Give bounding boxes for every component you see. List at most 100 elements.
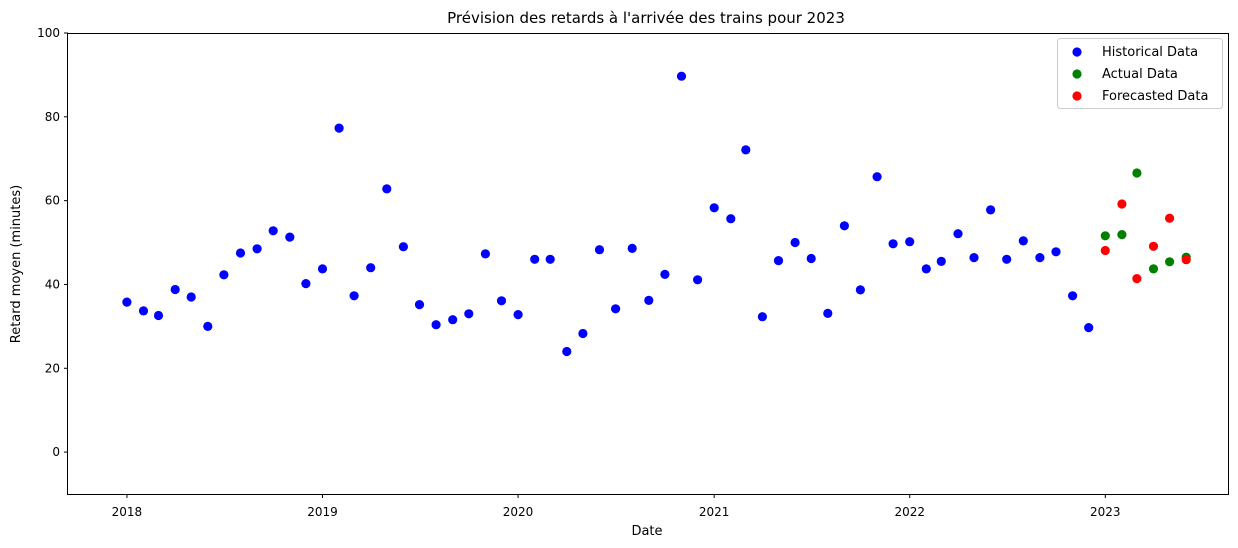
legend-marker <box>1072 69 1082 79</box>
data-point <box>1035 253 1045 263</box>
data-point <box>285 232 295 242</box>
legend-label: Actual Data <box>1102 67 1178 82</box>
x-tick-label: 2021 <box>699 505 730 519</box>
plot-frame <box>67 33 1229 495</box>
legend-marker <box>1072 91 1082 101</box>
legend-label: Historical Data <box>1102 45 1198 60</box>
data-point <box>839 221 850 231</box>
y-tick-label: 0 <box>52 445 60 459</box>
data-point <box>693 275 703 285</box>
data-point <box>545 254 555 264</box>
data-point <box>414 300 425 310</box>
data-point <box>301 279 311 289</box>
data-point <box>235 248 246 258</box>
data-point <box>627 243 637 253</box>
x-tick-label: 2022 <box>894 505 925 519</box>
y-axis-label: Retard moyen (minutes) <box>9 185 24 343</box>
data-point <box>611 304 621 314</box>
data-point <box>186 292 196 302</box>
x-axis-ticks: 2018 2019 2020 2021 2022 2023 <box>112 494 1121 519</box>
data-point <box>170 284 180 295</box>
data-point <box>366 263 376 273</box>
data-point <box>578 328 588 339</box>
data-point <box>773 256 784 266</box>
data-point <box>219 270 229 280</box>
data-point <box>823 308 833 318</box>
data-point <box>562 346 572 357</box>
data-point <box>660 269 670 279</box>
data-point <box>203 321 213 331</box>
data-point <box>153 310 164 321</box>
x-tick-label: 2023 <box>1090 505 1121 519</box>
data-point <box>496 296 507 306</box>
data-point <box>252 244 262 254</box>
legend-marker <box>1072 47 1082 57</box>
data-point <box>757 312 768 322</box>
data-point <box>448 315 458 325</box>
data-point <box>644 295 654 305</box>
series-0 <box>122 71 1094 357</box>
y-tick-label: 100 <box>37 26 60 40</box>
data-point <box>1148 264 1159 274</box>
series-2 <box>1100 199 1191 284</box>
data-point <box>1051 247 1061 257</box>
data-point <box>1018 236 1028 246</box>
data-point <box>382 184 392 194</box>
data-point <box>855 285 866 295</box>
data-point <box>676 71 687 81</box>
data-point <box>1117 230 1127 240</box>
plot-marks <box>122 71 1191 357</box>
y-tick-label: 20 <box>45 361 60 375</box>
data-point <box>1084 323 1094 333</box>
data-point <box>1165 213 1175 223</box>
data-point <box>268 226 278 236</box>
data-point <box>138 306 149 316</box>
data-point <box>986 205 996 215</box>
data-point <box>480 249 490 259</box>
legend: Historical Data Actual Data Forecasted Dat… <box>1057 38 1223 109</box>
data-point <box>969 253 979 263</box>
data-point <box>122 297 132 307</box>
data-point <box>872 172 882 182</box>
data-point <box>921 264 931 274</box>
data-point <box>953 229 963 239</box>
data-point <box>1165 257 1175 267</box>
x-tick-label: 2020 <box>503 505 534 519</box>
data-point <box>806 253 816 264</box>
y-tick-label: 80 <box>45 110 60 124</box>
data-point <box>530 254 540 264</box>
data-point <box>1148 241 1159 251</box>
y-tick-label: 60 <box>45 194 60 208</box>
legend-label: Forecasted Data <box>1102 89 1208 104</box>
data-point <box>1132 168 1142 178</box>
data-point <box>741 145 751 155</box>
data-point <box>1132 274 1142 284</box>
y-axis-ticks: 0 20 40 60 80 100 <box>37 26 68 459</box>
data-point <box>905 237 915 247</box>
data-point <box>888 239 898 249</box>
x-axis-label: Date <box>631 524 662 539</box>
data-point <box>431 320 441 330</box>
data-point <box>513 310 523 320</box>
data-point <box>1117 199 1127 209</box>
data-point <box>936 256 946 266</box>
chart-title: Prévision des retards à l'arrivée des tr… <box>447 9 845 27</box>
data-point <box>1181 255 1191 265</box>
data-point <box>1100 231 1110 241</box>
data-point <box>709 203 719 213</box>
data-point <box>1068 291 1078 301</box>
data-point <box>790 237 800 248</box>
data-point <box>334 123 344 133</box>
data-point <box>594 245 605 255</box>
data-point <box>464 309 474 319</box>
x-tick-label: 2019 <box>307 505 338 519</box>
data-point <box>398 242 408 252</box>
x-tick-label: 2018 <box>112 505 143 519</box>
data-point <box>726 214 736 224</box>
data-point <box>1100 245 1110 256</box>
data-point <box>317 264 328 274</box>
data-point <box>349 291 359 301</box>
y-tick-label: 40 <box>45 277 60 291</box>
